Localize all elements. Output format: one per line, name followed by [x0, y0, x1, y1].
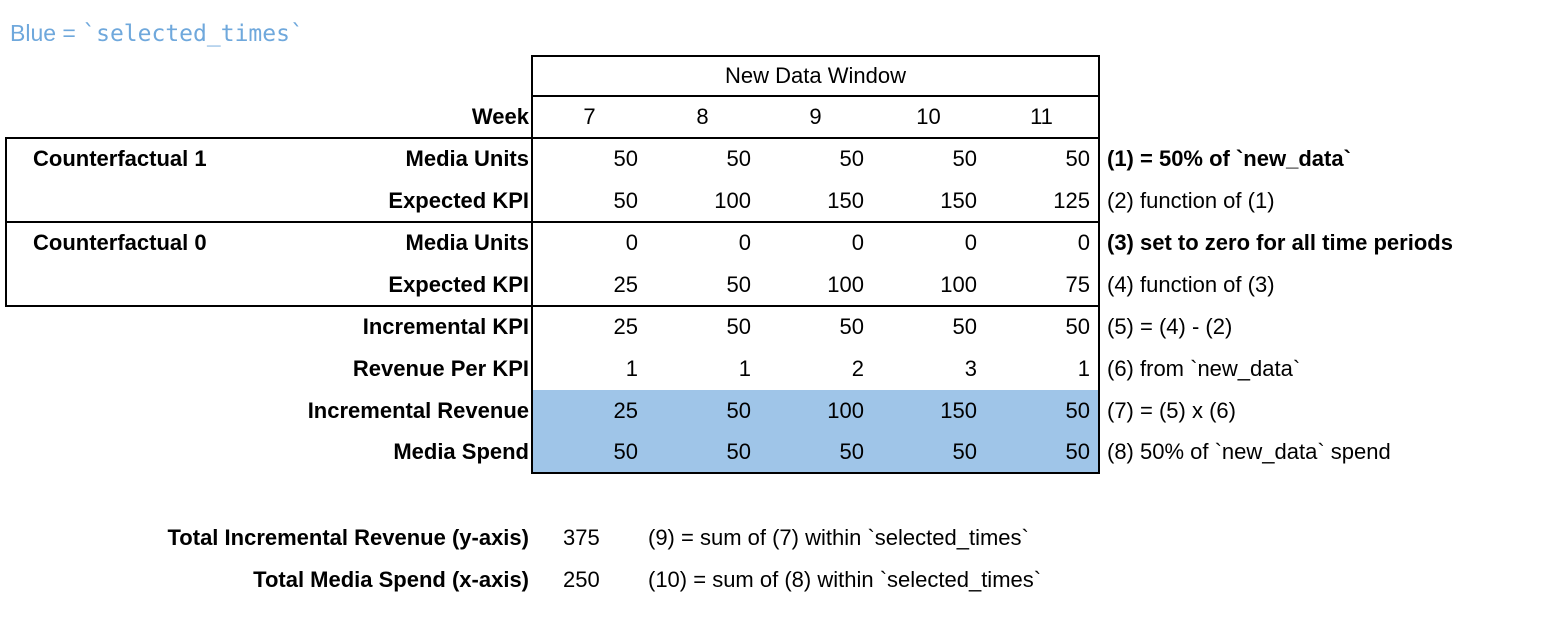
group-label: Counterfactual 1 — [33, 146, 207, 171]
data-cell: 100 — [827, 398, 864, 423]
row-label: Media Spend — [393, 439, 529, 464]
data-cell: 150 — [940, 398, 977, 423]
row-note: (1) = 50% of `new_data` — [1107, 146, 1351, 171]
data-cell: 50 — [839, 439, 864, 464]
data-cell: 50 — [1065, 398, 1090, 423]
data-row: 50 50 50 50 50 — [533, 432, 1098, 472]
data-cell: 50 — [1065, 439, 1090, 464]
data-cell: 100 — [940, 272, 977, 297]
data-cell: 150 — [940, 188, 977, 213]
row-label: Incremental KPI — [362, 314, 529, 339]
counterfactual-divider — [5, 221, 1100, 223]
row-note: (2) function of (1) — [1107, 188, 1275, 213]
data-cell: 50 — [613, 146, 638, 171]
data-cell: 50 — [952, 314, 977, 339]
header-divider — [531, 95, 1100, 97]
row-note: (7) = (5) x (6) — [1107, 398, 1236, 423]
data-row: 25 50 100 150 50 — [533, 390, 1098, 432]
data-cell: 2 — [851, 356, 864, 381]
table-border-bottom — [531, 472, 1100, 474]
week-label: Week — [471, 104, 529, 129]
data-cell: 50 — [952, 146, 977, 171]
data-cell: 25 — [613, 398, 638, 423]
table-border-left — [531, 55, 533, 474]
row-label: Media Units — [405, 146, 529, 171]
row-note: (5) = (4) - (2) — [1107, 314, 1233, 339]
legend: Blue = `selected_times` — [10, 16, 304, 50]
data-cell: 50 — [726, 272, 751, 297]
data-cell: 0 — [1077, 230, 1090, 255]
week-number: 7 — [583, 104, 596, 129]
row-note: (6) from `new_data` — [1107, 356, 1301, 381]
data-row: 0 0 0 0 0 — [533, 222, 1098, 264]
total-value: 375 — [563, 525, 600, 550]
row-label: Expected KPI — [388, 188, 529, 213]
data-cell: 50 — [726, 314, 751, 339]
data-cell: 3 — [964, 356, 977, 381]
table-border-right — [1098, 55, 1100, 474]
data-cell: 75 — [1065, 272, 1090, 297]
row-label: Revenue Per KPI — [352, 356, 529, 381]
data-cell: 100 — [827, 272, 864, 297]
group-label: Counterfactual 0 — [33, 230, 207, 255]
week-number: 10 — [916, 104, 941, 129]
total-label: Total Media Spend (x-axis) — [253, 567, 529, 592]
data-cell: 50 — [839, 314, 864, 339]
data-row: 25 50 100 100 75 — [533, 264, 1098, 306]
data-cell: 50 — [1065, 146, 1090, 171]
week-number: 11 — [1030, 104, 1053, 129]
data-cell: 1 — [738, 356, 751, 381]
data-row: 50 50 50 50 50 — [533, 138, 1098, 180]
total-note: (9) = sum of (7) within `selected_times` — [648, 525, 1029, 550]
total-value: 250 — [563, 567, 600, 592]
week-divider — [5, 137, 1100, 139]
counterfactual-box-bottom — [5, 305, 1100, 307]
data-row: 25 50 50 50 50 — [533, 306, 1098, 348]
table-border-top — [531, 55, 1100, 57]
data-cell: 1 — [1077, 356, 1090, 381]
row-label: Media Units — [405, 230, 529, 255]
table-title: New Data Window — [725, 63, 906, 88]
week-numbers-row: 7 8 9 10 11 — [533, 97, 1098, 137]
data-cell: 0 — [964, 230, 977, 255]
week-number: 8 — [696, 104, 709, 129]
row-note: (8) 50% of `new_data` spend — [1107, 439, 1391, 464]
selected-times-highlight — [533, 390, 1098, 472]
legend-code: `selected_times` — [82, 21, 304, 47]
data-row: 50 100 150 150 125 — [533, 180, 1098, 222]
data-cell: 0 — [625, 230, 638, 255]
legend-label: Blue = — [10, 20, 83, 46]
total-note: (10) = sum of (8) within `selected_times… — [648, 567, 1042, 592]
data-cell: 125 — [1053, 188, 1090, 213]
total-label: Total Incremental Revenue (y-axis) — [167, 525, 530, 550]
data-cell: 0 — [738, 230, 751, 255]
data-cell: 50 — [726, 398, 751, 423]
data-cell: 0 — [851, 230, 864, 255]
row-note: (4) function of (3) — [1107, 272, 1275, 297]
data-cell: 50 — [839, 146, 864, 171]
data-cell: 50 — [726, 146, 751, 171]
data-cell: 50 — [1065, 314, 1090, 339]
data-cell: 50 — [613, 188, 638, 213]
data-cell: 50 — [952, 439, 977, 464]
week-number: 9 — [809, 104, 822, 129]
data-cell: 150 — [827, 188, 864, 213]
data-cell: 25 — [613, 272, 638, 297]
row-label: Incremental Revenue — [307, 398, 529, 423]
row-note: (3) set to zero for all time periods — [1107, 230, 1453, 255]
data-cell: 1 — [625, 356, 638, 381]
data-cell: 100 — [714, 188, 751, 213]
data-cell: 50 — [613, 439, 638, 464]
data-cell: 25 — [613, 314, 638, 339]
data-cell: 50 — [726, 439, 751, 464]
data-row: 1 1 2 3 1 — [533, 348, 1098, 390]
row-label: Expected KPI — [388, 272, 529, 297]
